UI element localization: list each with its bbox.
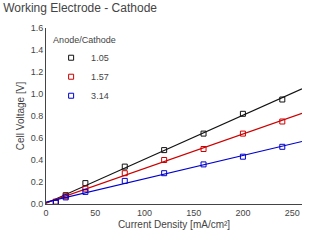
svg-text:1.0: 1.0 [31, 89, 44, 99]
svg-text:0.2: 0.2 [31, 177, 44, 187]
svg-text:Current Density [mA/cm²]: Current Density [mA/cm²] [118, 219, 230, 230]
svg-text:0.8: 0.8 [31, 111, 44, 121]
svg-text:0.0: 0.0 [31, 199, 44, 209]
svg-text:0: 0 [43, 208, 48, 218]
svg-text:250: 250 [285, 208, 300, 218]
svg-text:Anode/Cathode: Anode/Cathode [53, 35, 116, 45]
svg-text:0.4: 0.4 [31, 155, 44, 165]
svg-text:1.6: 1.6 [31, 23, 44, 33]
svg-text:1.2: 1.2 [31, 67, 44, 77]
svg-text:Cell Voltage [V]: Cell Voltage [V] [15, 82, 26, 151]
svg-text:3.14: 3.14 [91, 91, 109, 101]
svg-text:100: 100 [137, 208, 152, 218]
svg-text:150: 150 [186, 208, 201, 218]
svg-text:Working Electrode - Cathode: Working Electrode - Cathode [3, 1, 157, 15]
svg-text:1.57: 1.57 [91, 72, 109, 82]
svg-text:50: 50 [90, 208, 100, 218]
svg-text:200: 200 [235, 208, 250, 218]
svg-text:1.05: 1.05 [91, 53, 109, 63]
svg-text:0.6: 0.6 [31, 133, 44, 143]
svg-text:1.4: 1.4 [31, 45, 44, 55]
